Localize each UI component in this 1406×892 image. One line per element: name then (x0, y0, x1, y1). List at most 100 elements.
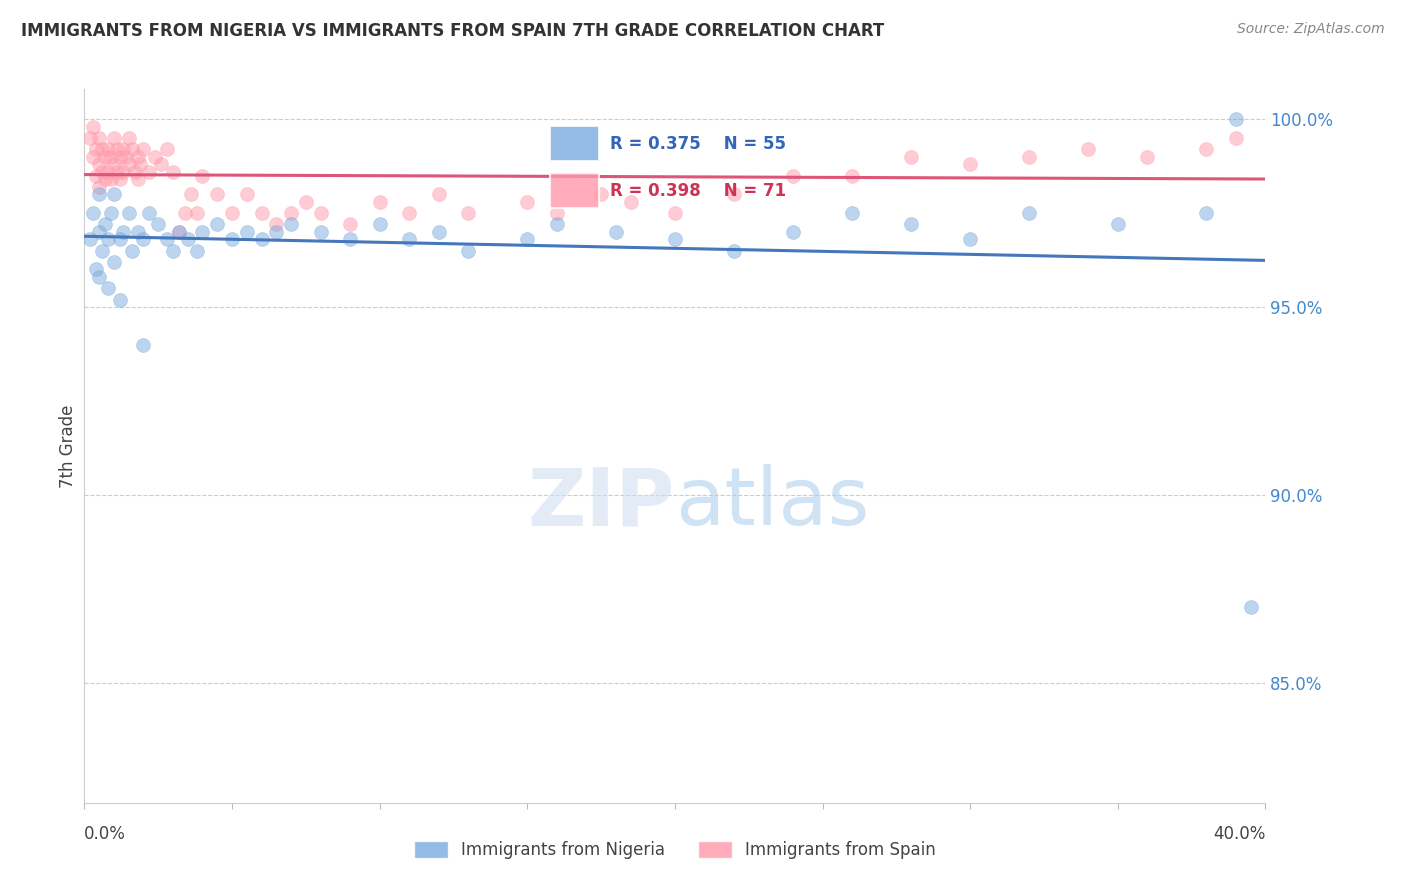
Point (162, 165, 184, 179)
Point (427, 187, 450, 202)
Point (114, 150, 136, 164)
Point (605, 225, 627, 239)
Point (94, 172, 117, 186)
Point (546, 206, 568, 220)
Point (97, 281, 120, 295)
Point (91, 165, 114, 179)
Point (79, 232, 101, 246)
Point (782, 169, 804, 183)
Text: 40.0%: 40.0% (1213, 825, 1265, 843)
Point (162, 244, 184, 258)
Point (127, 172, 149, 186)
Point (103, 157, 125, 171)
Point (108, 150, 131, 164)
Point (100, 150, 122, 164)
Point (89, 131, 111, 145)
Point (91, 244, 114, 258)
Point (841, 206, 863, 220)
Point (89, 270, 111, 285)
Point (89, 225, 111, 239)
Point (1195, 206, 1218, 220)
Point (398, 232, 420, 246)
Bar (550, 173, 599, 208)
Point (173, 206, 195, 220)
Point (103, 131, 125, 145)
Point (664, 206, 686, 220)
Point (124, 165, 146, 179)
Point (156, 142, 179, 156)
Point (108, 172, 131, 186)
Point (167, 225, 190, 239)
Point (1018, 206, 1040, 220)
Point (97, 165, 120, 179)
Point (264, 225, 288, 239)
Point (250, 232, 273, 246)
Point (339, 218, 361, 232)
Point (127, 225, 149, 239)
Point (138, 206, 160, 220)
Point (82, 150, 104, 164)
Point (339, 232, 361, 246)
Point (900, 150, 922, 164)
Point (156, 232, 179, 246)
Point (250, 206, 273, 220)
Point (111, 225, 134, 239)
Point (103, 255, 125, 269)
Point (1225, 131, 1247, 145)
Point (205, 218, 228, 232)
Point (295, 194, 318, 209)
Point (1107, 218, 1129, 232)
Text: ZIP: ZIP (527, 464, 675, 542)
Point (177, 232, 200, 246)
Point (191, 169, 214, 183)
Text: Source: ZipAtlas.com: Source: ZipAtlas.com (1237, 22, 1385, 37)
Point (264, 218, 288, 232)
Point (94, 218, 117, 232)
Point (221, 232, 243, 246)
Point (129, 157, 152, 171)
Point (150, 157, 173, 171)
Point (89, 179, 111, 194)
Point (1225, 112, 1247, 127)
Point (94, 150, 117, 164)
Text: R = 0.375    N = 55: R = 0.375 N = 55 (610, 135, 786, 153)
Point (111, 142, 134, 156)
Point (132, 337, 155, 351)
Point (664, 232, 686, 246)
Point (79, 131, 101, 145)
Point (959, 157, 981, 171)
Legend: Immigrants from Nigeria, Immigrants from Spain: Immigrants from Nigeria, Immigrants from… (408, 834, 942, 866)
Point (841, 169, 863, 183)
Point (105, 142, 128, 156)
Point (309, 206, 332, 220)
Point (191, 225, 214, 239)
Point (82, 120, 104, 134)
Point (236, 187, 259, 202)
Point (205, 187, 228, 202)
Point (368, 194, 391, 209)
Point (457, 244, 479, 258)
Point (91, 142, 114, 156)
Point (723, 187, 745, 202)
Point (132, 232, 155, 246)
Point (100, 206, 122, 220)
Point (427, 225, 450, 239)
Point (782, 225, 804, 239)
Point (900, 218, 922, 232)
Point (619, 194, 641, 209)
Point (143, 150, 166, 164)
Point (108, 293, 131, 307)
Point (84, 142, 107, 156)
Text: R = 0.398    N = 71: R = 0.398 N = 71 (610, 182, 786, 200)
Text: atlas: atlas (675, 464, 869, 542)
Point (105, 165, 128, 179)
Point (516, 232, 538, 246)
Point (1136, 150, 1159, 164)
Text: IMMIGRANTS FROM NIGERIA VS IMMIGRANTS FROM SPAIN 7TH GRADE CORRELATION CHART: IMMIGRANTS FROM NIGERIA VS IMMIGRANTS FR… (21, 22, 884, 40)
Point (118, 157, 141, 171)
Point (84, 262, 107, 277)
Point (167, 225, 190, 239)
Point (457, 206, 479, 220)
Point (236, 225, 259, 239)
Point (97, 232, 120, 246)
